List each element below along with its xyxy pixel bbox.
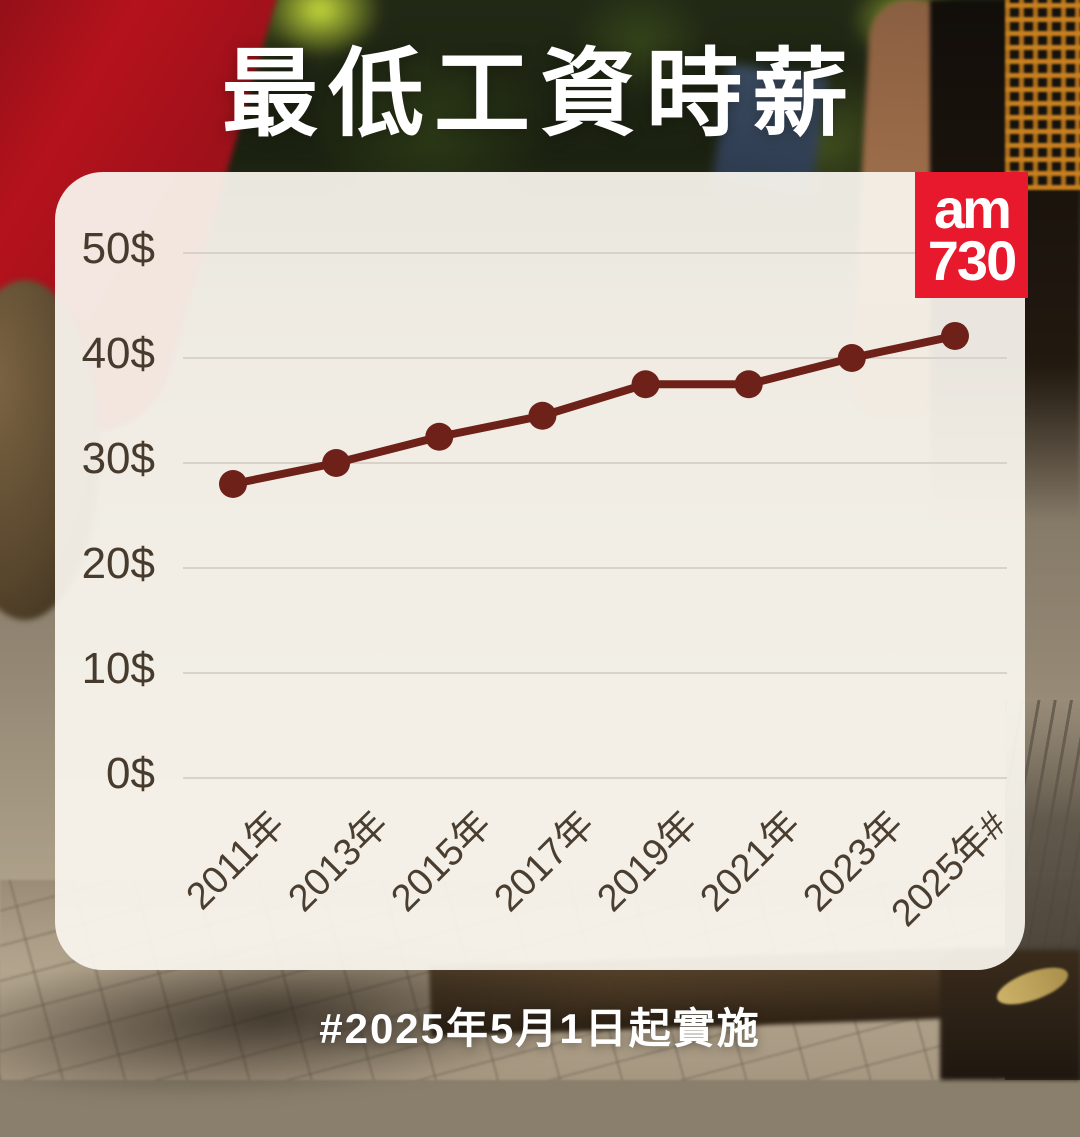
page-title: 最低工資時薪 <box>222 41 858 148</box>
chart-point <box>837 344 866 372</box>
line-chart <box>183 252 1007 779</box>
ytick-label: 30$ <box>81 434 155 483</box>
chart-card <box>55 172 1025 970</box>
chart-point <box>219 470 247 498</box>
chart-point <box>734 370 763 399</box>
footnote-caption: #2025年5月1日起實施 <box>319 1005 761 1052</box>
am730-logo: am 730 <box>915 172 1028 298</box>
chart-line <box>229 331 959 488</box>
chart-point <box>631 370 660 399</box>
chart-point <box>940 321 969 350</box>
ytick-label: 40$ <box>81 329 155 378</box>
am730-logo-text-730: 730 <box>927 229 1017 292</box>
ytick-label: 0$ <box>106 749 155 798</box>
ytick-label: 50$ <box>81 224 155 273</box>
ytick-label: 10$ <box>81 644 155 693</box>
chart-point <box>425 422 454 451</box>
ytick-label: 20$ <box>81 539 155 588</box>
am730-logo-text-am: am <box>934 177 1012 241</box>
chart-point <box>528 401 557 430</box>
chart-point <box>322 449 351 477</box>
background-patterned-shirt <box>1005 0 1080 190</box>
